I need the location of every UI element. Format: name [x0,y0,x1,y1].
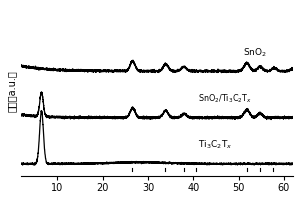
Text: SnO$_2$/Ti$_3$C$_2$T$_x$: SnO$_2$/Ti$_3$C$_2$T$_x$ [198,92,252,105]
Text: Ti$_3$C$_2$T$_x$: Ti$_3$C$_2$T$_x$ [198,138,232,151]
Y-axis label: 強度（a.u.）: 強度（a.u.） [7,71,17,112]
Text: SnO$_2$: SnO$_2$ [243,47,267,59]
